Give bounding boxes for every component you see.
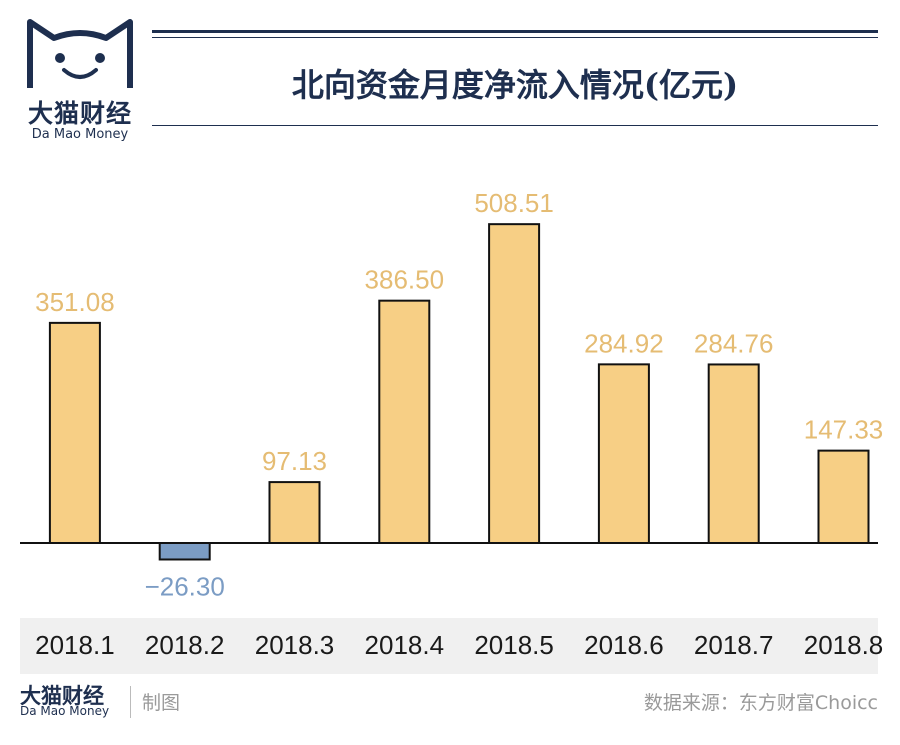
data-label-2018.8: 147.33 xyxy=(804,415,884,445)
bar-2018.8 xyxy=(817,449,870,544)
title-rule-top-thin xyxy=(152,37,878,38)
bar-2018.7 xyxy=(707,363,760,544)
data-label-2018.5: 508.51 xyxy=(474,188,554,218)
bar-2018.4 xyxy=(378,299,431,544)
brand-name-en: Da Mao Money xyxy=(31,127,129,142)
bar-2018.1 xyxy=(48,321,101,544)
data-label-2018.6: 284.92 xyxy=(584,328,664,358)
data-label-2018.4: 386.50 xyxy=(365,265,445,295)
footer-source: 数据来源：东方财富Choicc xyxy=(643,692,878,714)
x-tick-label-2018.4: 2018.4 xyxy=(364,630,445,660)
x-axis-band xyxy=(20,618,878,674)
bar-2018.3 xyxy=(268,481,321,544)
chart-title: 北向资金月度净流入情况(亿元) xyxy=(291,66,739,104)
data-label-2018.1: 351.08 xyxy=(35,287,115,317)
brand-logo: 大猫财经 Da Mao Money xyxy=(20,14,140,142)
data-label-2018.7: 284.76 xyxy=(694,328,774,358)
x-tick-label-2018.8: 2018.8 xyxy=(803,630,884,660)
title-rule-bottom xyxy=(152,125,878,126)
footer-brand-cn: 大猫财经 xyxy=(20,684,104,708)
x-tick-label-2018.1: 2018.1 xyxy=(35,630,115,660)
x-tick-label-2018.2: 2018.2 xyxy=(144,630,225,660)
footer-brand-en: Da Mao Money xyxy=(20,704,110,718)
x-tick-label-2018.7: 2018.7 xyxy=(693,630,774,660)
data-label-2018.2: −26.30 xyxy=(145,571,225,601)
bar-chart: 351.08 −26.30 97.13 386.50 508.51 284.92 284.7… xyxy=(20,188,884,601)
data-label-2018.3: 97.13 xyxy=(262,446,327,476)
x-tick-label-2018.3: 2018.3 xyxy=(254,630,335,660)
x-tick-label-2018.6: 2018.6 xyxy=(584,630,664,660)
bar-2018.2 xyxy=(158,542,211,561)
x-tick-label-2018.5: 2018.5 xyxy=(474,630,554,660)
brand-name-cn: 大猫财经 xyxy=(27,99,132,128)
footer-separator xyxy=(130,686,131,718)
footer-maker: 制图 xyxy=(142,692,181,714)
title-rule-top xyxy=(152,30,878,33)
bar-2018.6 xyxy=(597,363,650,544)
cat-face-icon xyxy=(27,19,133,88)
bar-2018.5 xyxy=(488,223,541,545)
